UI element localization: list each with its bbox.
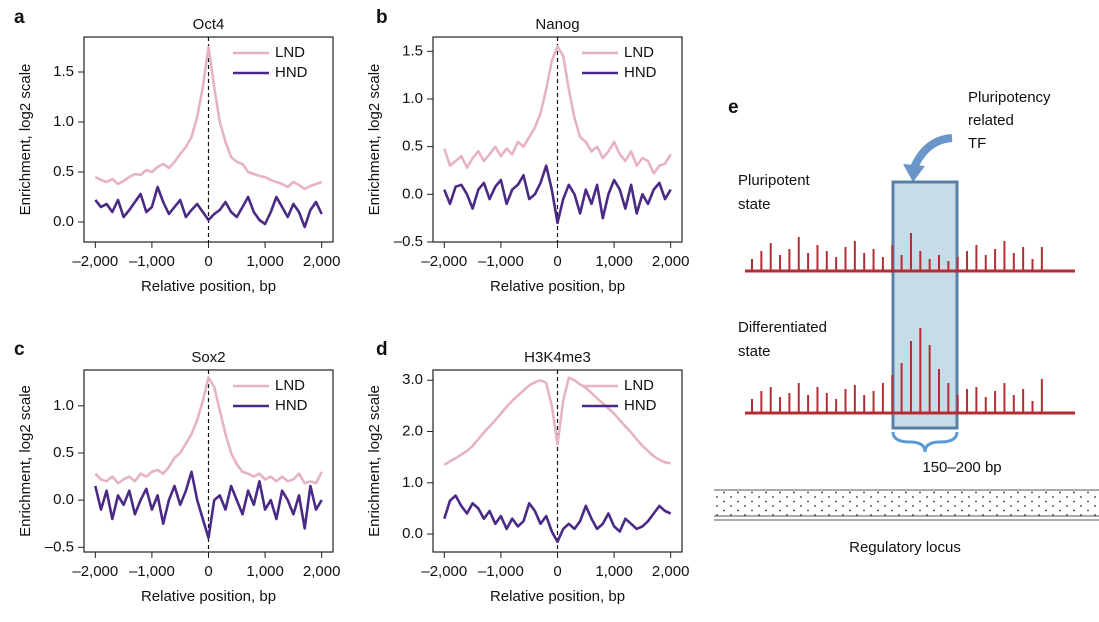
series-line [94, 45, 323, 191]
x-tick-label: –2,000 [421, 563, 467, 580]
legend-label: HND [624, 64, 657, 81]
state-label: Pluripotent [738, 172, 811, 189]
legend-label: LND [624, 377, 654, 394]
series-line [94, 376, 323, 485]
y-tick-label: –0.5 [45, 538, 74, 555]
chart-title: H3K4me3 [524, 349, 591, 366]
x-tick-label: 2,000 [652, 563, 690, 580]
y-tick-label: 0.0 [53, 213, 74, 230]
x-tick-label: –1,000 [129, 253, 175, 270]
series-line [443, 164, 672, 225]
y-tick-label: 0.5 [53, 444, 74, 461]
y-tick-label: 2.0 [402, 422, 423, 439]
y-tick-label: 1.0 [402, 474, 423, 491]
locus [714, 490, 1099, 516]
x-tick-label: 0 [553, 563, 561, 580]
y-tick-label: 0.5 [53, 163, 74, 180]
x-tick-label: –2,000 [72, 253, 118, 270]
tf-label: TF [968, 135, 986, 152]
state-label: state [738, 196, 771, 213]
diagram-panel: e Pluripotency related TF Pluripotent st… [714, 89, 1099, 556]
arrow-head [903, 164, 925, 182]
y-tick-label: 1.0 [53, 397, 74, 414]
y-tick-label: 3.0 [402, 371, 423, 388]
x-tick-label: –1,000 [478, 253, 524, 270]
legend-label: LND [275, 44, 305, 61]
panel-letter: c [14, 339, 25, 360]
x-tick-label: 2,000 [652, 253, 690, 270]
x-tick-label: –2,000 [421, 253, 467, 270]
legend-label: HND [624, 397, 657, 414]
legend-label: LND [624, 44, 654, 61]
x-tick-label: –1,000 [129, 563, 175, 580]
x-tick-label: 1,000 [595, 253, 633, 270]
width-label: 150–200 bp [922, 459, 1001, 476]
y-tick-label: 0.0 [402, 185, 423, 202]
y-tick-label: 0.0 [53, 491, 74, 508]
x-axis-label: Relative position, bp [141, 278, 276, 295]
nucleosome-bars [751, 233, 1043, 413]
x-tick-label: 0 [204, 253, 212, 270]
x-tick-label: 1,000 [595, 563, 633, 580]
y-tick-label: –0.5 [394, 233, 423, 250]
legend-label: HND [275, 64, 308, 81]
chart-title: Sox2 [191, 349, 225, 366]
arrow [909, 134, 953, 172]
series-line [94, 470, 323, 540]
y-tick-label: 1.5 [53, 63, 74, 80]
legend-label: HND [275, 397, 308, 414]
tf-label: related [968, 112, 1014, 129]
legend-label: LND [275, 377, 305, 394]
x-tick-label: 1,000 [246, 563, 284, 580]
panel-letter: b [376, 7, 388, 28]
locus-label: Regulatory locus [849, 539, 961, 556]
series-line [443, 494, 672, 543]
x-tick-label: 2,000 [303, 253, 341, 270]
x-axis-label: Relative position, bp [490, 588, 625, 605]
series-line [443, 45, 672, 175]
brace [891, 431, 959, 453]
x-axis-label: Relative position, bp [490, 278, 625, 295]
panel-letter: e [728, 97, 739, 118]
y-tick-label: 1.0 [53, 113, 74, 130]
x-tick-label: –1,000 [478, 563, 524, 580]
tf-box [891, 180, 959, 430]
chart-title: Nanog [535, 16, 579, 33]
x-tick-label: 1,000 [246, 253, 284, 270]
series-line [443, 376, 671, 466]
panel-letter: a [14, 7, 25, 28]
state-label: Differentiated [738, 319, 827, 336]
x-tick-label: 0 [553, 253, 561, 270]
y-tick-label: 1.0 [402, 90, 423, 107]
y-axis-label: Enrichment, log2 scale [366, 385, 383, 537]
y-tick-label: 1.5 [402, 42, 423, 59]
x-tick-label: 2,000 [303, 563, 341, 580]
chart-title: Oct4 [193, 16, 225, 33]
x-tick-label: 0 [204, 563, 212, 580]
x-tick-label: –2,000 [72, 563, 118, 580]
y-tick-label: 0.5 [402, 138, 423, 155]
y-axis-label: Enrichment, log2 scale [17, 64, 34, 216]
tf-label: Pluripotency [968, 89, 1051, 106]
y-axis-label: Enrichment, log2 scale [366, 64, 383, 216]
y-tick-label: 0.0 [402, 525, 423, 542]
state-label: state [738, 343, 771, 360]
y-axis-label: Enrichment, log2 scale [17, 385, 34, 537]
series-line [94, 185, 323, 229]
panel-letter: d [376, 339, 388, 360]
x-axis-label: Relative position, bp [141, 588, 276, 605]
